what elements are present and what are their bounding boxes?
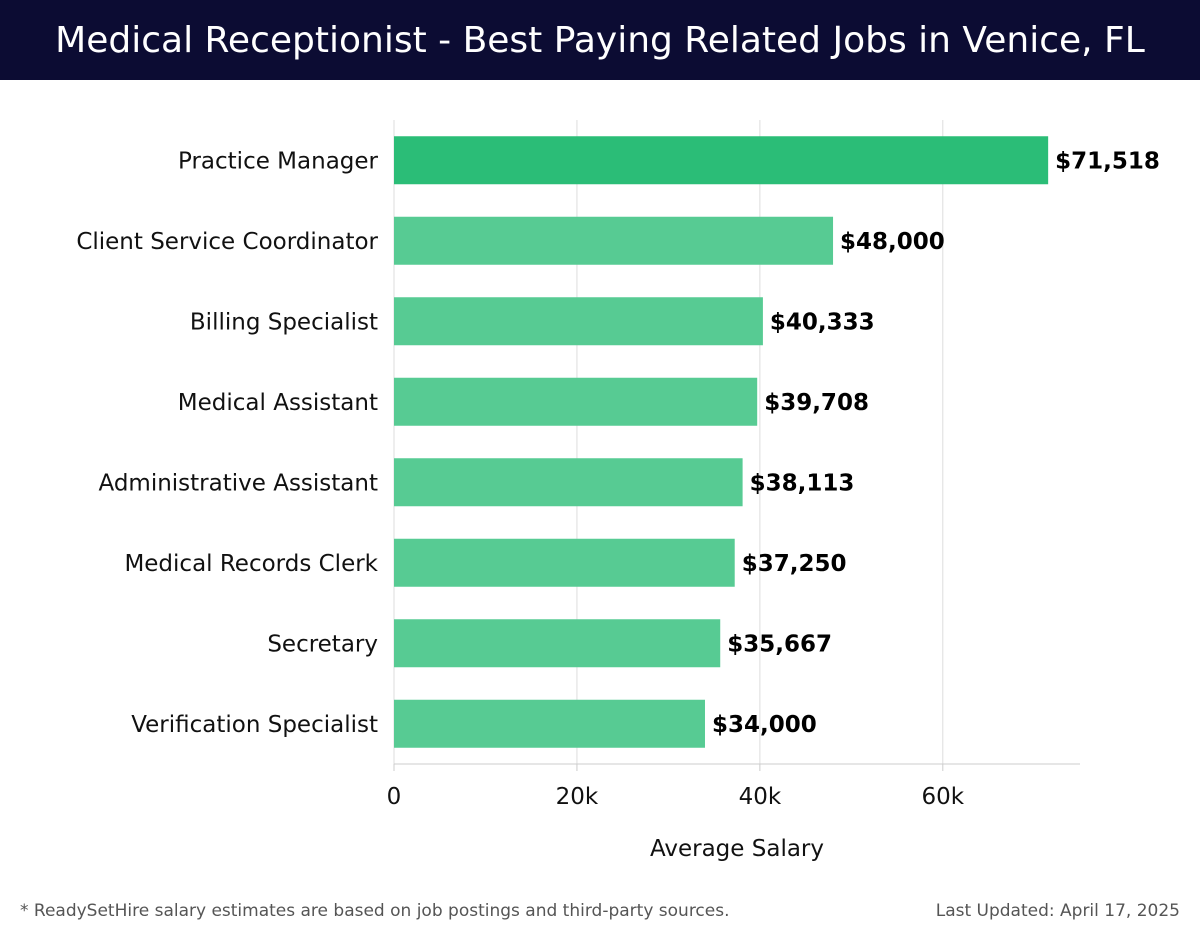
value-label: $34,000 [712,712,817,738]
last-updated: Last Updated: April 17, 2025 [935,901,1180,921]
category-label: Medical Assistant [178,390,378,416]
category-label: Medical Records Clerk [124,551,378,577]
value-label: $48,000 [840,229,945,255]
bar [394,136,1049,185]
x-tick-label: 20k [556,784,599,810]
x-axis-title: Average Salary [650,836,824,862]
footer-note: * ReadySetHire salary estimates are base… [20,901,730,921]
bar [394,619,721,668]
value-label: $40,333 [770,309,875,335]
value-label: $35,667 [727,631,832,657]
x-tick-label: 0 [387,784,402,810]
category-label: Administrative Assistant [98,470,378,496]
bar [394,699,705,748]
value-label: $37,250 [742,551,847,577]
x-tick-label: 40k [739,784,782,810]
value-label: $39,708 [764,390,869,416]
x-tick-label: 60k [922,784,965,810]
bar [394,377,758,426]
category-label: Practice Manager [178,148,379,174]
bar [394,216,834,265]
bar [394,297,763,346]
bar [394,458,743,507]
category-label: Verification Specialist [131,712,378,738]
category-label: Secretary [267,631,378,657]
chart-header: Medical Receptionist - Best Paying Relat… [0,0,1200,80]
value-label: $71,518 [1055,148,1160,174]
category-label: Client Service Coordinator [76,229,378,255]
category-label: Billing Specialist [190,309,378,335]
value-label: $38,113 [750,470,855,496]
bar [394,538,735,587]
chart-title: Medical Receptionist - Best Paying Relat… [55,19,1145,61]
bar-chart: Practice Manager $71,518 Client Service Co… [76,120,1160,862]
